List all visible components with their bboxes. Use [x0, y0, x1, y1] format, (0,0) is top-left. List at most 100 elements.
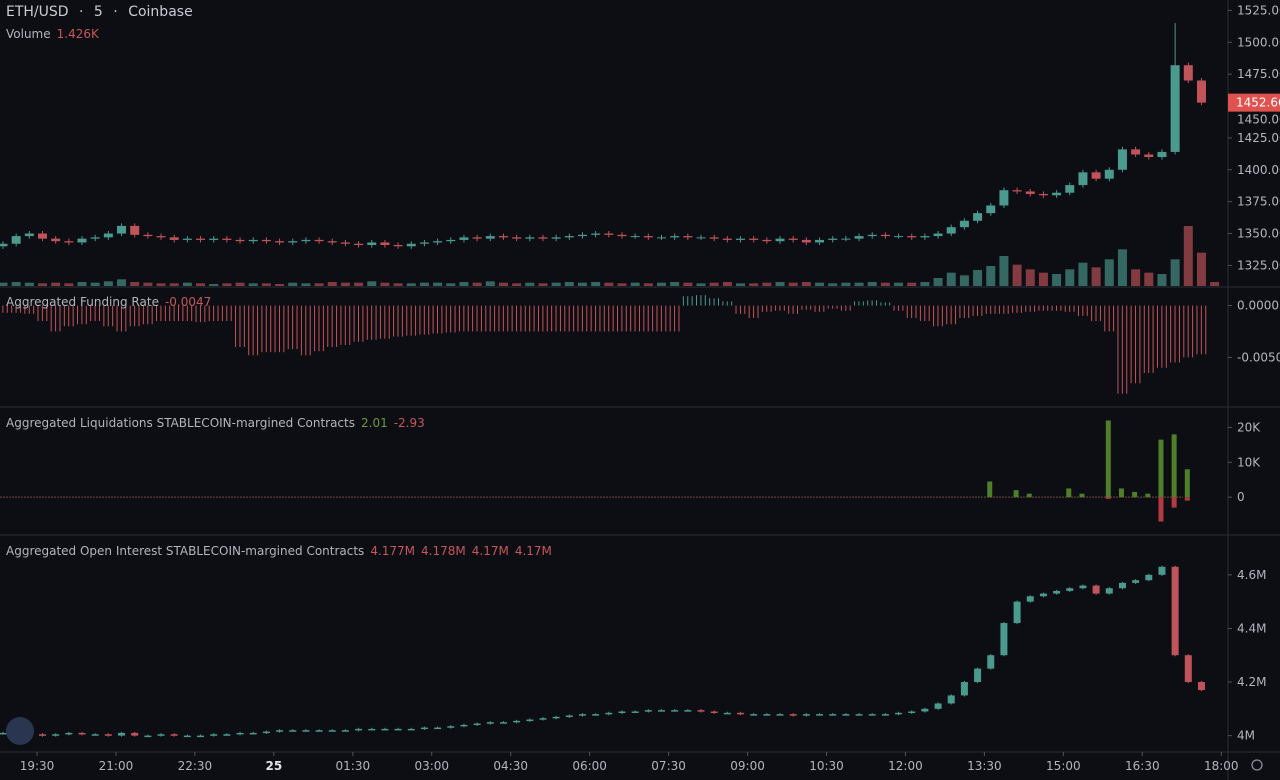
price-candle: [577, 234, 587, 237]
open-interest-candle: [697, 710, 705, 712]
price-candle: [498, 236, 508, 238]
price-candle: [393, 245, 403, 247]
settings-gear-icon[interactable]: [1251, 759, 1263, 771]
open-interest-candle: [131, 732, 139, 736]
open-interest-candle: [1079, 585, 1087, 589]
price-candle: [815, 239, 825, 243]
open-interest-candle: [236, 732, 244, 735]
open-interest-candle: [1092, 585, 1100, 594]
open-interest-candle: [262, 731, 270, 734]
price-candle: [670, 236, 680, 238]
price-candle: [1170, 65, 1180, 152]
price-candle: [604, 233, 614, 235]
volume-bar: [775, 282, 785, 286]
volume-bar: [248, 283, 258, 286]
open-interest-axis-tick-label: 4.4M: [1237, 621, 1266, 635]
open-interest-candle: [881, 714, 889, 716]
volume-bar: [959, 275, 969, 286]
open-interest-candle: [1158, 566, 1166, 575]
price-axis-tick-label: 1375.00: [1237, 195, 1280, 209]
price-candle: [854, 236, 864, 239]
volume-bar: [288, 282, 298, 286]
price-candle: [1131, 149, 1141, 155]
volume-bar: [485, 281, 495, 286]
volume-bar: [1038, 272, 1048, 286]
price-candle: [103, 233, 113, 238]
time-axis-label: 16:30: [1125, 759, 1160, 773]
volume-bar: [973, 270, 983, 286]
open-interest-candle: [618, 711, 626, 713]
volume-bar: [459, 282, 469, 286]
price-candle: [986, 205, 996, 214]
price-candle: [1117, 149, 1127, 170]
open-interest-candle: [1105, 588, 1113, 594]
open-interest-candle: [842, 714, 850, 716]
price-candle: [1078, 172, 1088, 186]
price-candle: [485, 236, 495, 239]
volume-bar: [946, 272, 956, 286]
volume-bar: [24, 282, 34, 286]
price-candle: [907, 236, 917, 238]
liquidations-axis-tick-label: 10K: [1237, 455, 1261, 469]
price-candle: [169, 237, 179, 240]
open-interest-candle: [210, 734, 218, 736]
price-candle: [209, 238, 219, 240]
time-axis-label: 04:30: [493, 759, 528, 773]
price-candle: [683, 236, 693, 238]
open-interest-candle: [368, 728, 376, 731]
volume-bar: [880, 282, 890, 286]
price-axis-tick-label: 1525.00: [1237, 3, 1280, 17]
volume-bar: [64, 283, 74, 286]
open-interest-candle: [552, 716, 560, 719]
open-interest-candle: [341, 730, 349, 732]
volume-bar: [446, 283, 456, 286]
price-candle: [736, 238, 746, 240]
open-interest-candle: [420, 727, 428, 730]
price-candle: [696, 237, 706, 239]
open-interest-legend: Aggregated Open Interest STABLECOIN-marg…: [6, 544, 552, 558]
open-interest-candle: [934, 703, 942, 709]
volume-bar: [643, 283, 653, 286]
price-candle: [946, 227, 956, 234]
price-candle: [775, 238, 785, 242]
price-candle: [1196, 80, 1206, 103]
time-axis-label: 01:30: [336, 759, 371, 773]
time-axis-label: 25: [265, 759, 282, 773]
volume-bar: [788, 282, 798, 286]
liquidations-axis-tick-label: 0: [1237, 490, 1245, 504]
volume-bar: [1078, 262, 1088, 286]
volume-bar: [867, 282, 877, 286]
time-axis-label: 03:00: [414, 759, 449, 773]
price-candle: [880, 234, 890, 237]
price-candle: [367, 242, 377, 246]
liquidation-long-bar: [1184, 469, 1190, 498]
price-candle: [512, 237, 522, 239]
open-interest-candle: [592, 714, 600, 716]
open-interest-candle: [104, 734, 112, 736]
price-candle: [801, 239, 811, 243]
volume-bar: [143, 282, 153, 286]
open-interest-candle: [1053, 590, 1061, 594]
price-candle: [117, 225, 127, 234]
time-axis-label: 15:00: [1046, 759, 1081, 773]
open-interest-candle: [895, 712, 903, 715]
price-candle: [525, 237, 535, 239]
liquidation-long-bar: [1171, 434, 1177, 498]
liquidations-axis-tick-label: 20K: [1237, 420, 1261, 434]
volume-bar: [380, 282, 390, 286]
tradingview-logo[interactable]: [6, 717, 34, 745]
volume-bar: [103, 281, 113, 286]
price-axis-tick-label: 1475.00: [1237, 67, 1280, 81]
liquidation-long-bar: [1118, 488, 1124, 498]
volume-bar: [0, 282, 8, 286]
liquidation-short-bar: [1105, 497, 1111, 499]
price-candle: [314, 239, 324, 242]
open-interest-candle: [197, 735, 205, 738]
price-candle: [564, 236, 574, 238]
volume-bar: [617, 283, 627, 286]
volume-bar: [815, 282, 825, 286]
volume-bar: [1210, 282, 1220, 286]
open-interest-candle: [276, 730, 284, 732]
